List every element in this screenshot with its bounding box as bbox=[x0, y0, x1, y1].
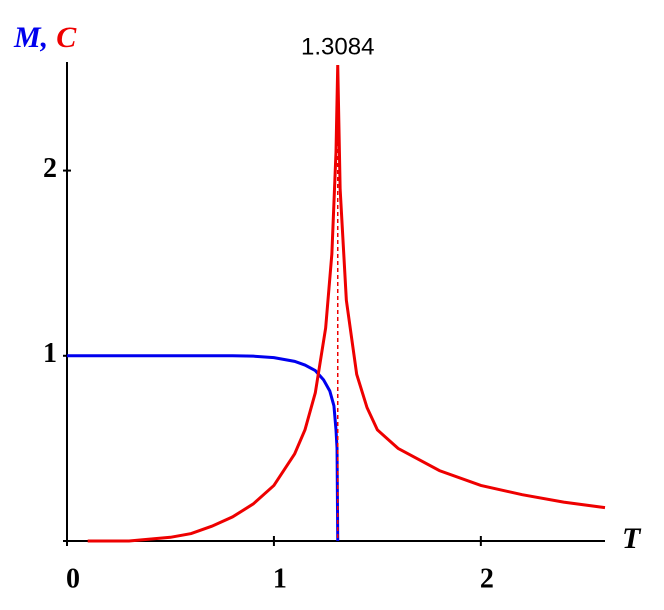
y-tick-label: 2 bbox=[43, 153, 57, 184]
x-tick-label: 1 bbox=[273, 563, 287, 594]
x-tick-label: 2 bbox=[480, 563, 494, 594]
annotation: 1.3084 bbox=[301, 33, 374, 60]
y-tick-label: 1 bbox=[43, 338, 57, 369]
y-axis-label: M, C bbox=[13, 21, 77, 54]
series-line bbox=[87, 64, 606, 543]
y-label-m: M, bbox=[13, 21, 48, 54]
series-line bbox=[67, 354, 340, 542]
x-axis-label: T bbox=[622, 522, 642, 555]
y-label-c: C bbox=[56, 21, 77, 54]
x-tick-label: 0 bbox=[66, 563, 80, 594]
